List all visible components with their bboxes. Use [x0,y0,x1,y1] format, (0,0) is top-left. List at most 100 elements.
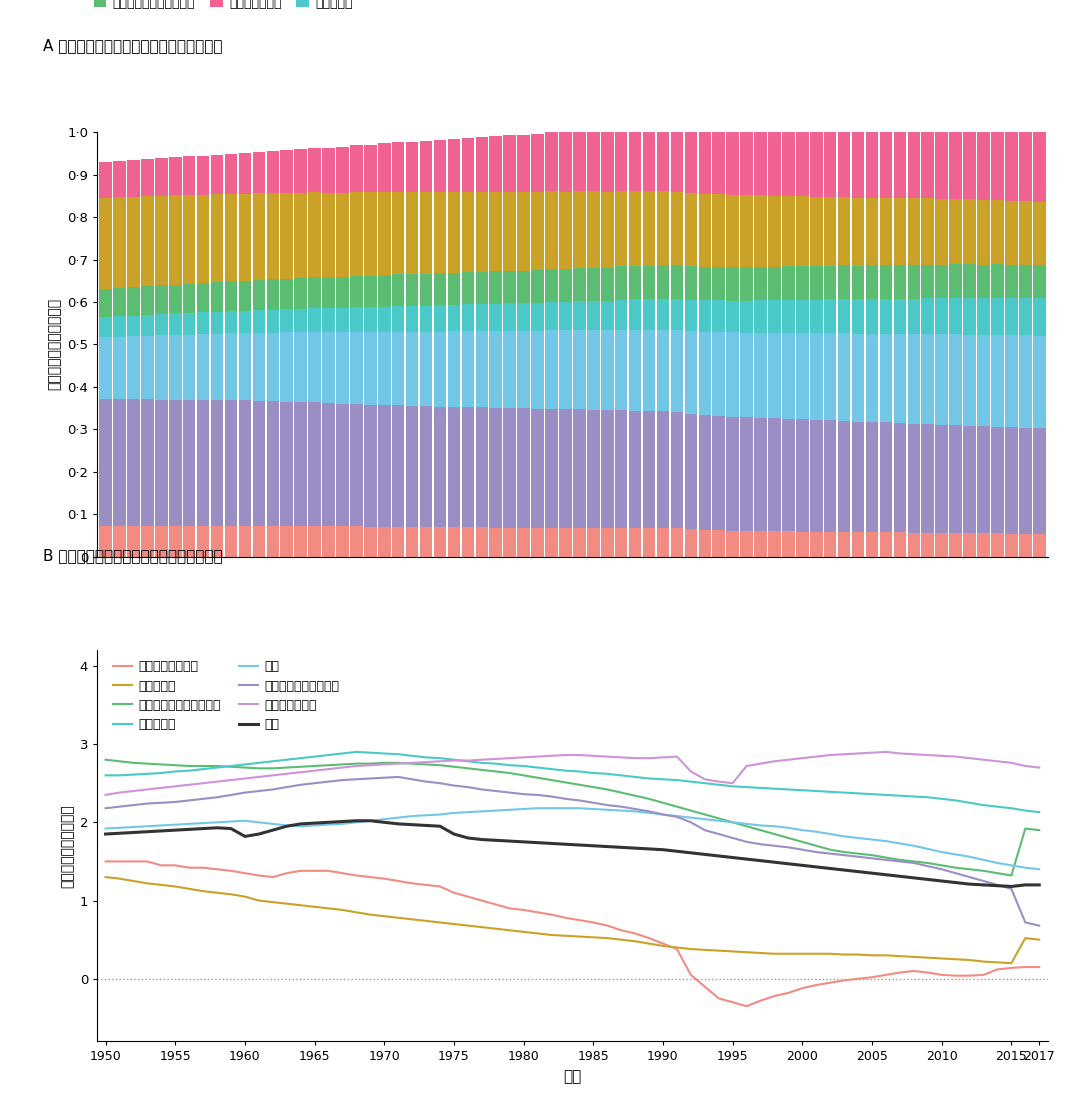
Bar [489,137,502,192]
Bar [420,305,432,332]
Bar [183,195,195,283]
Bar [308,278,321,309]
Bar [559,331,571,409]
Bar [267,310,279,333]
Bar [893,334,906,423]
Bar [713,530,725,557]
Bar [364,276,377,307]
Bar [559,302,571,331]
Bar [336,333,349,403]
Bar [935,424,948,532]
Bar [531,409,544,528]
Bar [852,300,864,334]
Bar [531,270,544,303]
Bar [253,526,265,557]
Bar [350,277,363,307]
Bar [600,329,613,410]
Bar [1020,264,1031,298]
Bar [336,309,349,333]
Bar [99,162,112,197]
Bar [810,420,823,532]
Bar [1020,428,1031,533]
Bar [1032,264,1045,298]
Bar [420,407,432,527]
Bar [197,312,210,334]
Bar [893,532,906,557]
Bar [168,158,181,195]
Bar [880,197,892,266]
Bar [517,528,530,557]
Bar [977,299,989,335]
Bar [824,333,837,420]
Bar [935,198,948,264]
Bar [949,532,962,557]
Bar [406,274,418,306]
Bar [782,196,795,267]
Bar [907,266,920,299]
Bar [392,332,405,406]
X-axis label: 年份: 年份 [564,1069,581,1084]
Bar [852,197,864,266]
Bar [852,532,864,557]
Bar [531,528,544,557]
Bar [531,192,544,270]
Bar [281,333,293,401]
Bar [685,125,697,193]
Bar [921,264,934,299]
Bar [156,526,167,557]
Bar [545,269,557,302]
Bar [727,267,739,301]
Legend: 中欧、东欧与中亚, 高收入地区, 拉丁美洲与加勒比海地区, 北非与中东, 南亚, 东南亚、东亚与大洋洲, 撒哈拉以南非洲, 全球: 中欧、东欧与中亚, 高收入地区, 拉丁美洲与加勒比海地区, 北非与中东, 南亚,… [113,660,339,731]
Bar [531,134,544,192]
Bar [824,116,837,197]
Bar [322,193,335,278]
Bar [225,154,238,194]
Bar [643,411,656,528]
Bar [782,267,795,300]
Legend: 中欧、东欧与中亚, 拉丁美洲与加勒比海地区, 南亚, 撒哈拉以南非洲, 高收入地区, 北非与中东, 东南亚、东亚与大洋洲: 中欧、东欧与中亚, 拉丁美洲与加勒比海地区, 南亚, 撒哈拉以南非洲, 高收入地… [94,0,461,10]
Bar [838,299,850,333]
Bar [713,332,725,415]
Bar [699,300,711,332]
Bar [392,406,405,527]
Bar [852,422,864,532]
Bar [545,302,557,331]
Bar [629,528,642,557]
Bar [156,196,167,285]
Bar [573,528,585,557]
Bar [183,283,195,313]
Bar [308,309,321,332]
Bar [824,197,837,266]
Bar [420,193,432,274]
Bar [782,300,795,333]
Bar [434,527,446,557]
Bar [921,108,934,198]
Bar [600,268,613,301]
Bar [406,193,418,274]
Bar [782,118,795,196]
Bar [768,418,781,531]
Bar [685,300,697,331]
Bar [963,264,976,298]
Bar [448,139,460,192]
Bar [740,121,753,195]
Bar [991,264,1003,298]
Bar [810,532,823,557]
Bar [420,141,432,193]
Bar [921,299,934,334]
Bar [643,528,656,557]
Bar [168,313,181,335]
Bar [559,269,571,302]
Bar [517,331,530,409]
Bar [545,132,557,192]
Bar [907,198,920,266]
Bar [740,195,753,267]
Bar [197,334,210,400]
Bar [197,195,210,283]
Bar [893,423,906,532]
Bar [949,298,962,334]
Bar [267,333,279,401]
Bar [559,192,571,269]
Bar [615,528,627,557]
Bar [600,192,613,268]
